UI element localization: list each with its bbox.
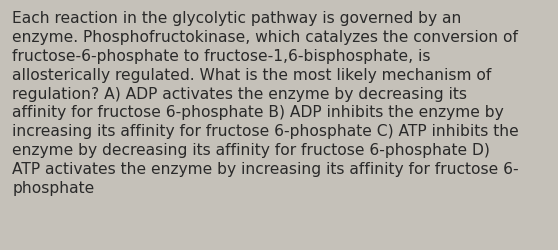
- Text: Each reaction in the glycolytic pathway is governed by an
enzyme. Phosphofructok: Each reaction in the glycolytic pathway …: [12, 11, 519, 195]
